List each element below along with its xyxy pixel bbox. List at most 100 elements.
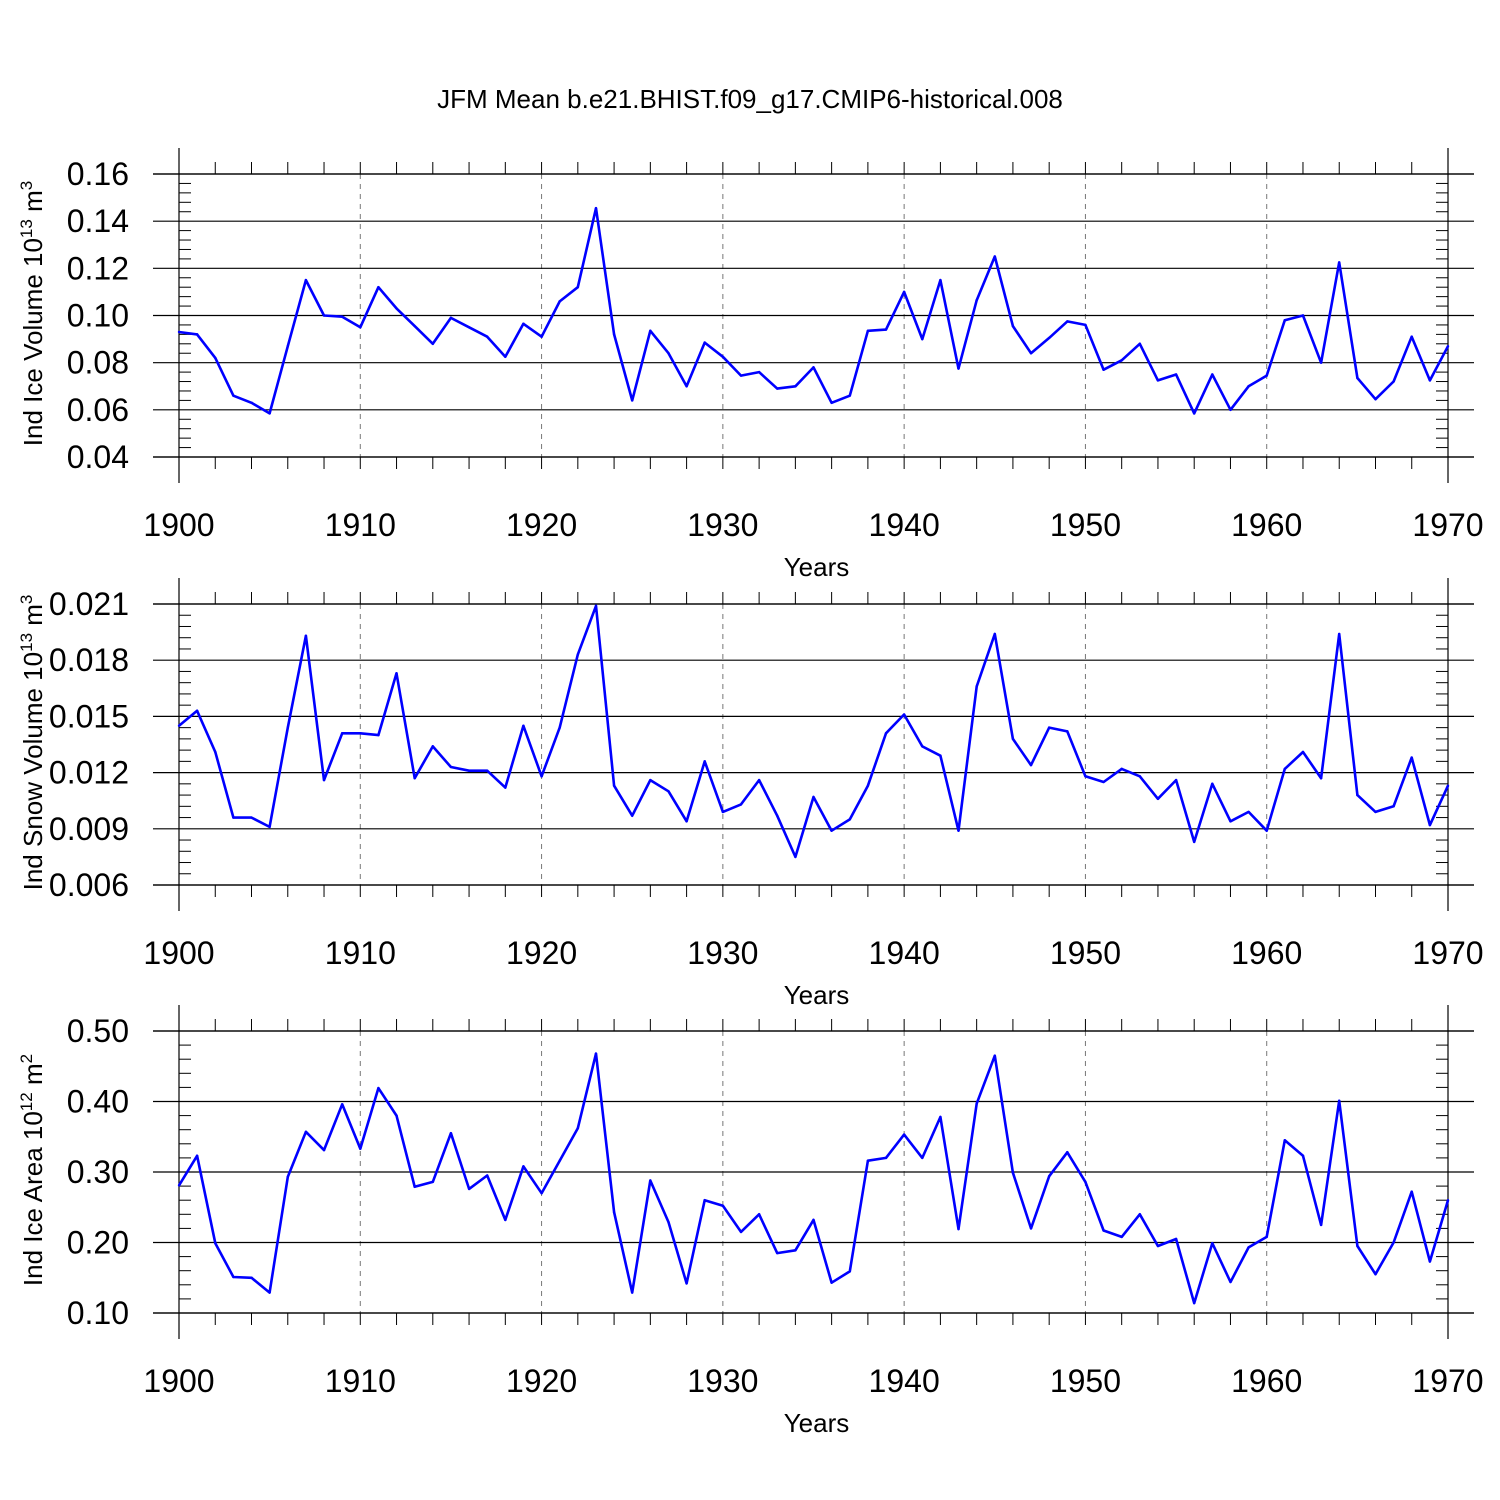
data-point (794, 1249, 797, 1252)
data-point (268, 1291, 271, 1294)
data-point (1047, 1175, 1051, 1178)
x-tick-label: 1970 (1412, 935, 1483, 971)
data-point (522, 724, 525, 727)
data-point (195, 333, 199, 336)
x-tick-label: 1930 (687, 935, 758, 971)
data-point (1428, 1260, 1432, 1263)
data-point (1138, 1213, 1142, 1216)
y-tick-label: 0.021 (49, 586, 129, 622)
series-line (177, 1052, 1450, 1305)
data-point (250, 401, 253, 404)
data-point (1193, 412, 1196, 415)
data-point (776, 814, 779, 817)
data-point (504, 355, 507, 358)
data-point (649, 778, 652, 782)
x-tick-label: 1910 (325, 935, 396, 971)
x-tick-label: 1900 (143, 1363, 214, 1399)
data-point (739, 803, 743, 806)
series-line (178, 604, 1450, 859)
data-point (757, 778, 761, 782)
data-point (1156, 379, 1160, 382)
data-point (195, 709, 199, 712)
data-point (1029, 763, 1033, 767)
data-point (1374, 398, 1377, 401)
data-point (921, 1156, 924, 1160)
data-point (485, 335, 489, 338)
data-point (939, 278, 942, 282)
data-point (540, 775, 543, 778)
data-point (1029, 352, 1033, 355)
data-point (1229, 820, 1232, 823)
data-point (1211, 373, 1214, 376)
y-tick-label: 0.012 (49, 755, 129, 791)
y-tick-label: 0.20 (67, 1225, 129, 1261)
y-tick-label: 0.04 (67, 439, 129, 475)
data-point (1301, 750, 1305, 754)
data-point (1283, 319, 1287, 322)
data-point (504, 1218, 507, 1222)
data-point (667, 1220, 670, 1224)
y-tick-label: 0.50 (67, 1013, 129, 1049)
data-point (177, 1184, 181, 1187)
data-point (1283, 767, 1287, 771)
data-point (1193, 840, 1196, 844)
data-point (1066, 730, 1069, 733)
data-point (1029, 1227, 1033, 1230)
data-point (1338, 1099, 1341, 1102)
data-point (395, 1114, 398, 1117)
data-point (340, 1103, 344, 1106)
y-axis-label: Ind Ice Area 1012 m2 (17, 1054, 48, 1286)
data-point (848, 818, 851, 821)
data-point (540, 1191, 543, 1195)
data-point (721, 1204, 725, 1208)
data-point (866, 784, 870, 787)
data-point (594, 206, 598, 210)
data-point (902, 713, 906, 716)
data-point (449, 316, 453, 320)
data-point (1211, 1242, 1214, 1245)
data-point (884, 732, 888, 735)
data-point (377, 1086, 380, 1090)
data-point (612, 784, 616, 787)
data-point (467, 1187, 471, 1191)
data-point (1247, 810, 1250, 814)
data-point (1174, 1237, 1178, 1241)
data-point (322, 778, 326, 782)
data-point (1066, 1151, 1069, 1154)
data-point (866, 329, 870, 333)
data-point (359, 326, 362, 329)
data-point (286, 1175, 289, 1179)
x-tick-label: 1940 (869, 507, 940, 543)
data-point (304, 634, 308, 638)
data-point (1084, 1180, 1087, 1184)
data-point (902, 290, 906, 294)
data-point (214, 750, 217, 754)
data-point (413, 1185, 416, 1189)
x-tick-label: 1960 (1231, 1363, 1302, 1399)
data-point (232, 1275, 235, 1279)
data-point (467, 326, 471, 329)
data-point (1265, 1235, 1268, 1239)
data-point (268, 412, 271, 415)
data-point (322, 1148, 326, 1152)
data-point (757, 370, 761, 374)
data-point (286, 726, 289, 729)
data-point (939, 754, 942, 757)
data-point (848, 1270, 851, 1273)
data-point (812, 366, 815, 369)
data-point (576, 653, 580, 656)
data-point (449, 1132, 453, 1135)
data-point (1356, 1244, 1359, 1248)
x-tick-label: 1930 (687, 1363, 758, 1399)
data-point (522, 1165, 525, 1168)
x-tick-label: 1970 (1412, 507, 1483, 543)
data-point (1211, 782, 1214, 786)
data-point (703, 760, 706, 763)
data-point (1193, 1301, 1196, 1305)
data-point (322, 314, 326, 317)
data-point (830, 1281, 833, 1284)
data-point (1102, 780, 1105, 784)
data-point (612, 1210, 616, 1214)
x-tick-label: 1920 (506, 507, 577, 543)
